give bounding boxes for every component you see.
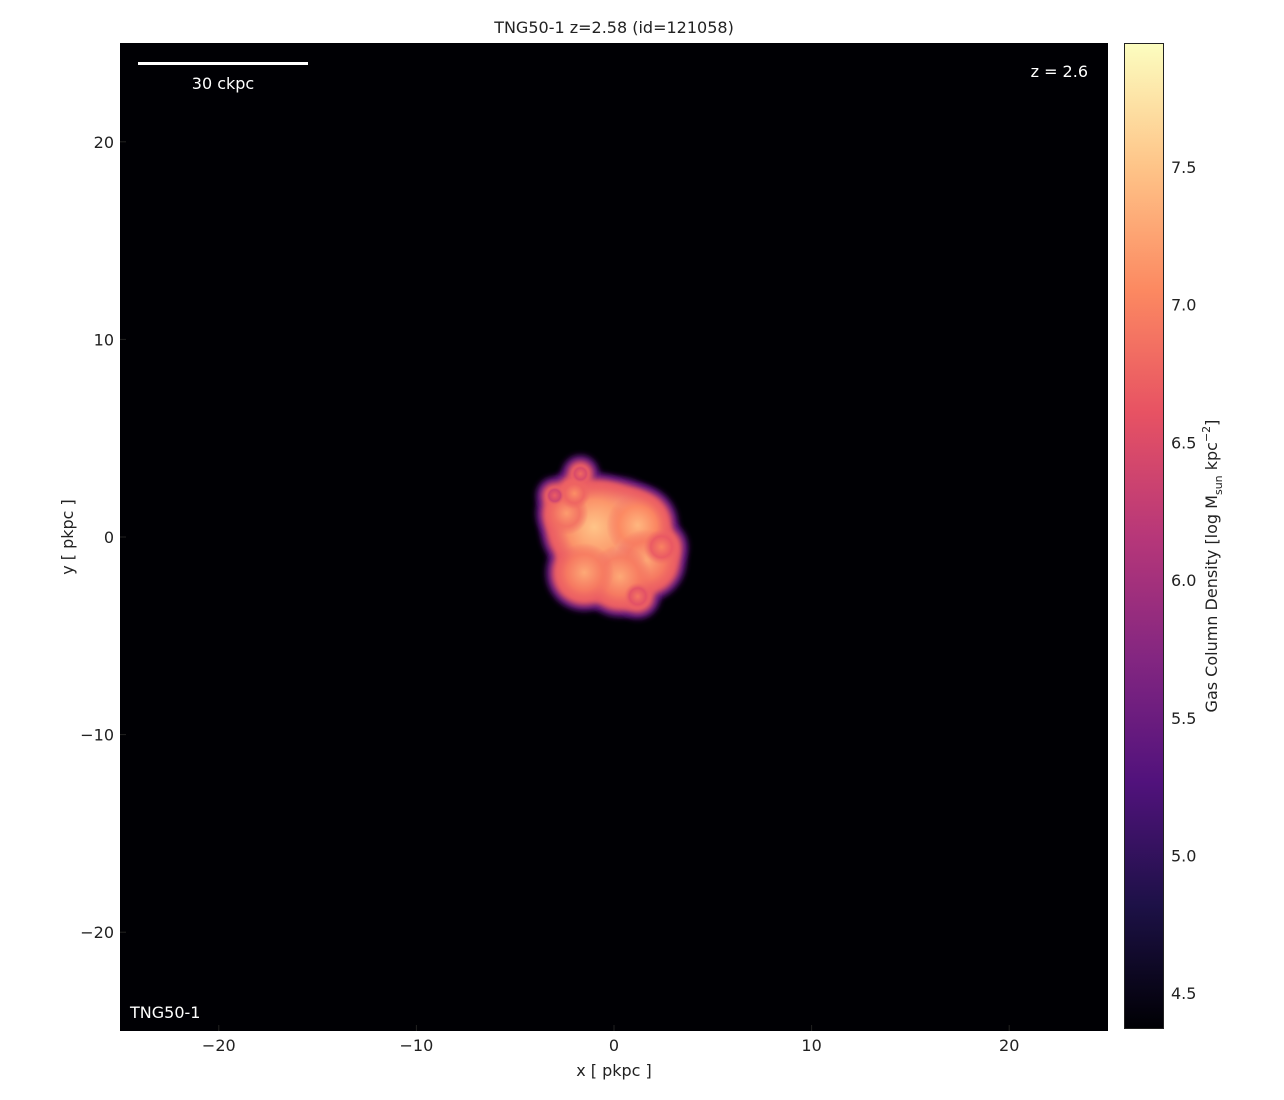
colorbar-label: Gas Column Density [log Msun kpc−2] [1200, 420, 1225, 713]
y-axis-label: y [ pkpc ] [58, 499, 77, 575]
gas-core-7 [558, 477, 591, 510]
colorbar-tick-label: 7.5 [1171, 158, 1196, 177]
y-tick-label: 10 [94, 330, 114, 349]
redshift-label: z = 2.6 [1030, 62, 1088, 81]
x-tick-label: −10 [400, 1036, 434, 1055]
scale-bar [138, 62, 308, 65]
x-tick-label: 0 [609, 1036, 619, 1055]
y-tick-label: −20 [80, 923, 114, 942]
colorbar-tick-label: 4.5 [1171, 984, 1196, 1003]
colorbar-tick-label: 7.0 [1171, 296, 1196, 315]
scale-bar-label: 30 ckpc [191, 74, 255, 93]
x-tick-label: 10 [801, 1036, 821, 1055]
x-axis-label: x [ pkpc ] [576, 1061, 652, 1080]
y-tick-label: −10 [80, 726, 114, 745]
gas-core-10 [643, 529, 680, 565]
colorbar-tick-label: 6.0 [1171, 571, 1196, 590]
chart-title: TNG50-1 z=2.58 (id=121058) [494, 18, 734, 37]
density-map [535, 454, 689, 620]
colorbar-tick-label: 5.5 [1171, 709, 1196, 728]
colorbar [1124, 43, 1164, 1029]
colorbar-tick-label: 6.5 [1171, 433, 1196, 452]
gas-core-9 [544, 485, 565, 506]
colorbar-tick-label: 5.0 [1171, 846, 1196, 865]
x-tick-label: 20 [999, 1036, 1019, 1055]
gas-core-8 [570, 463, 591, 484]
gas-core-11 [623, 582, 652, 611]
plot-area: 30 ckpc z = 2.6 TNG50-1 [120, 43, 1108, 1031]
x-tick-label: −20 [202, 1036, 236, 1055]
gas-core-5 [554, 542, 614, 603]
y-tick-label: 20 [94, 133, 114, 152]
simulation-label: TNG50-1 [130, 1003, 201, 1022]
y-tick-label: 0 [104, 528, 114, 547]
